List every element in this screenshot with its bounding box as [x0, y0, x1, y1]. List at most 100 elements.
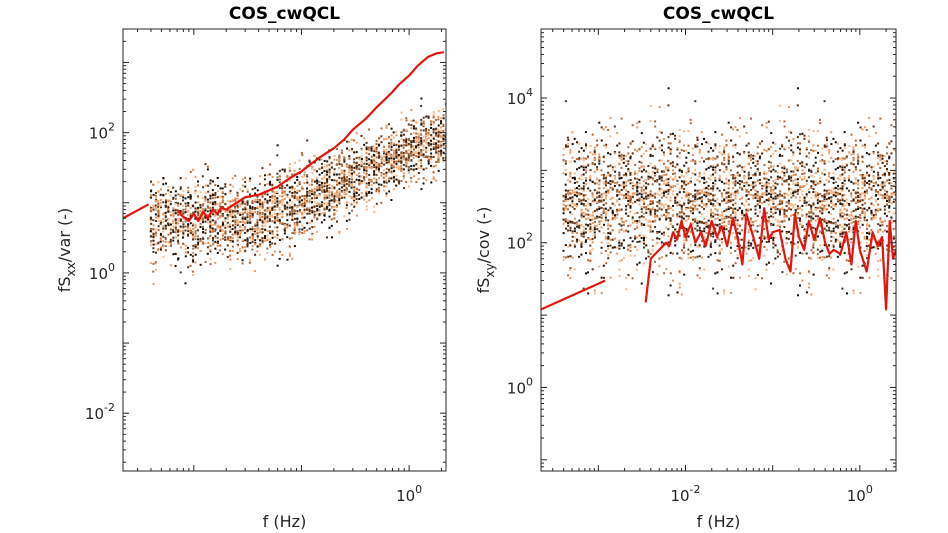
- scatter-point: [625, 184, 628, 187]
- scatter-point: [377, 165, 380, 168]
- scatter-point: [752, 197, 755, 200]
- scatter-point: [703, 137, 705, 140]
- scatter-point: [562, 154, 565, 156]
- scatter-point: [716, 187, 719, 190]
- scatter-point: [741, 229, 744, 232]
- scatter-point: [192, 247, 195, 250]
- scatter-point: [397, 154, 400, 157]
- scatter-point: [390, 158, 393, 160]
- scatter-point: [288, 245, 291, 248]
- scatter-point: [286, 214, 289, 217]
- scatter-point: [613, 152, 616, 155]
- scatter-point: [645, 192, 647, 195]
- scatter-point: [651, 183, 654, 186]
- scatter-point: [194, 246, 197, 249]
- scatter-point: [667, 228, 670, 231]
- scatter-point: [605, 195, 607, 198]
- scatter-point: [246, 208, 249, 211]
- scatter-point: [172, 213, 175, 216]
- scatter-point: [618, 162, 621, 165]
- scatter-point: [437, 140, 440, 143]
- scatter-point: [192, 260, 195, 263]
- left-ylabel-sub: xx: [64, 262, 78, 276]
- scatter-point: [261, 219, 264, 222]
- scatter-point: [680, 257, 683, 260]
- scatter-point: [636, 193, 639, 196]
- scatter-point: [348, 178, 351, 180]
- scatter-point: [634, 170, 636, 173]
- scatter-point: [649, 104, 652, 107]
- scatter-point: [263, 217, 266, 220]
- scatter-point: [264, 213, 267, 216]
- scatter-point: [720, 180, 723, 183]
- scatter-point: [692, 195, 694, 198]
- scatter-point: [303, 216, 306, 219]
- scatter-point: [328, 177, 331, 180]
- scatter-point: [758, 210, 761, 213]
- scatter-point: [415, 141, 418, 144]
- scatter-point: [687, 235, 690, 238]
- scatter-point: [714, 144, 717, 147]
- scatter-point: [405, 162, 408, 165]
- scatter-point: [696, 139, 699, 141]
- scatter-point: [660, 131, 663, 134]
- scatter-point: [611, 202, 614, 205]
- scatter-point: [224, 226, 227, 229]
- scatter-point: [732, 192, 735, 195]
- scatter-point: [263, 237, 266, 239]
- scatter-point: [627, 152, 630, 155]
- scatter-point: [395, 154, 398, 157]
- scatter-point: [373, 162, 376, 165]
- scatter-point: [149, 196, 152, 199]
- scatter-point: [589, 238, 592, 241]
- scatter-point: [654, 208, 657, 211]
- scatter-point: [328, 200, 331, 202]
- scatter-point: [700, 131, 703, 134]
- scatter-point: [625, 208, 628, 211]
- scatter-point: [191, 270, 194, 273]
- scatter-point: [298, 228, 301, 231]
- scatter-point: [602, 264, 605, 267]
- scatter-point: [685, 180, 688, 183]
- scatter-point: [311, 167, 313, 170]
- scatter-point: [417, 152, 420, 154]
- scatter-point: [573, 181, 576, 184]
- scatter-point: [410, 127, 413, 130]
- scatter-point: [390, 138, 393, 141]
- scatter-point: [236, 191, 239, 194]
- scatter-point: [569, 180, 572, 183]
- scatter-point: [643, 189, 645, 192]
- scatter-point: [640, 224, 643, 227]
- scatter-point: [653, 147, 656, 150]
- scatter-point: [761, 124, 764, 127]
- scatter-point: [343, 160, 346, 163]
- scatter-point: [732, 199, 735, 202]
- scatter-point: [326, 187, 328, 190]
- scatter-point: [609, 276, 612, 279]
- scatter-point: [667, 190, 670, 193]
- scatter-point: [698, 160, 701, 163]
- scatter-point: [736, 254, 739, 257]
- scatter-point: [736, 248, 739, 250]
- scatter-point: [184, 229, 187, 232]
- scatter-point: [358, 164, 361, 167]
- scatter-point: [264, 174, 266, 177]
- scatter-point: [261, 201, 264, 204]
- scatter-point: [212, 193, 214, 196]
- scatter-point: [607, 237, 610, 240]
- scatter-point: [629, 244, 632, 246]
- scatter-point: [734, 207, 737, 210]
- scatter-point: [756, 163, 759, 165]
- scatter-point: [721, 153, 724, 156]
- scatter-point: [638, 203, 641, 206]
- scatter-point: [761, 185, 764, 188]
- scatter-point: [738, 116, 741, 119]
- scatter-point: [214, 184, 217, 187]
- scatter-point: [567, 189, 570, 192]
- scatter-point: [683, 202, 686, 205]
- scatter-point: [343, 156, 346, 158]
- scatter-point: [651, 143, 654, 146]
- scatter-point: [326, 206, 329, 209]
- scatter-point: [157, 205, 160, 208]
- scatter-point: [313, 189, 316, 191]
